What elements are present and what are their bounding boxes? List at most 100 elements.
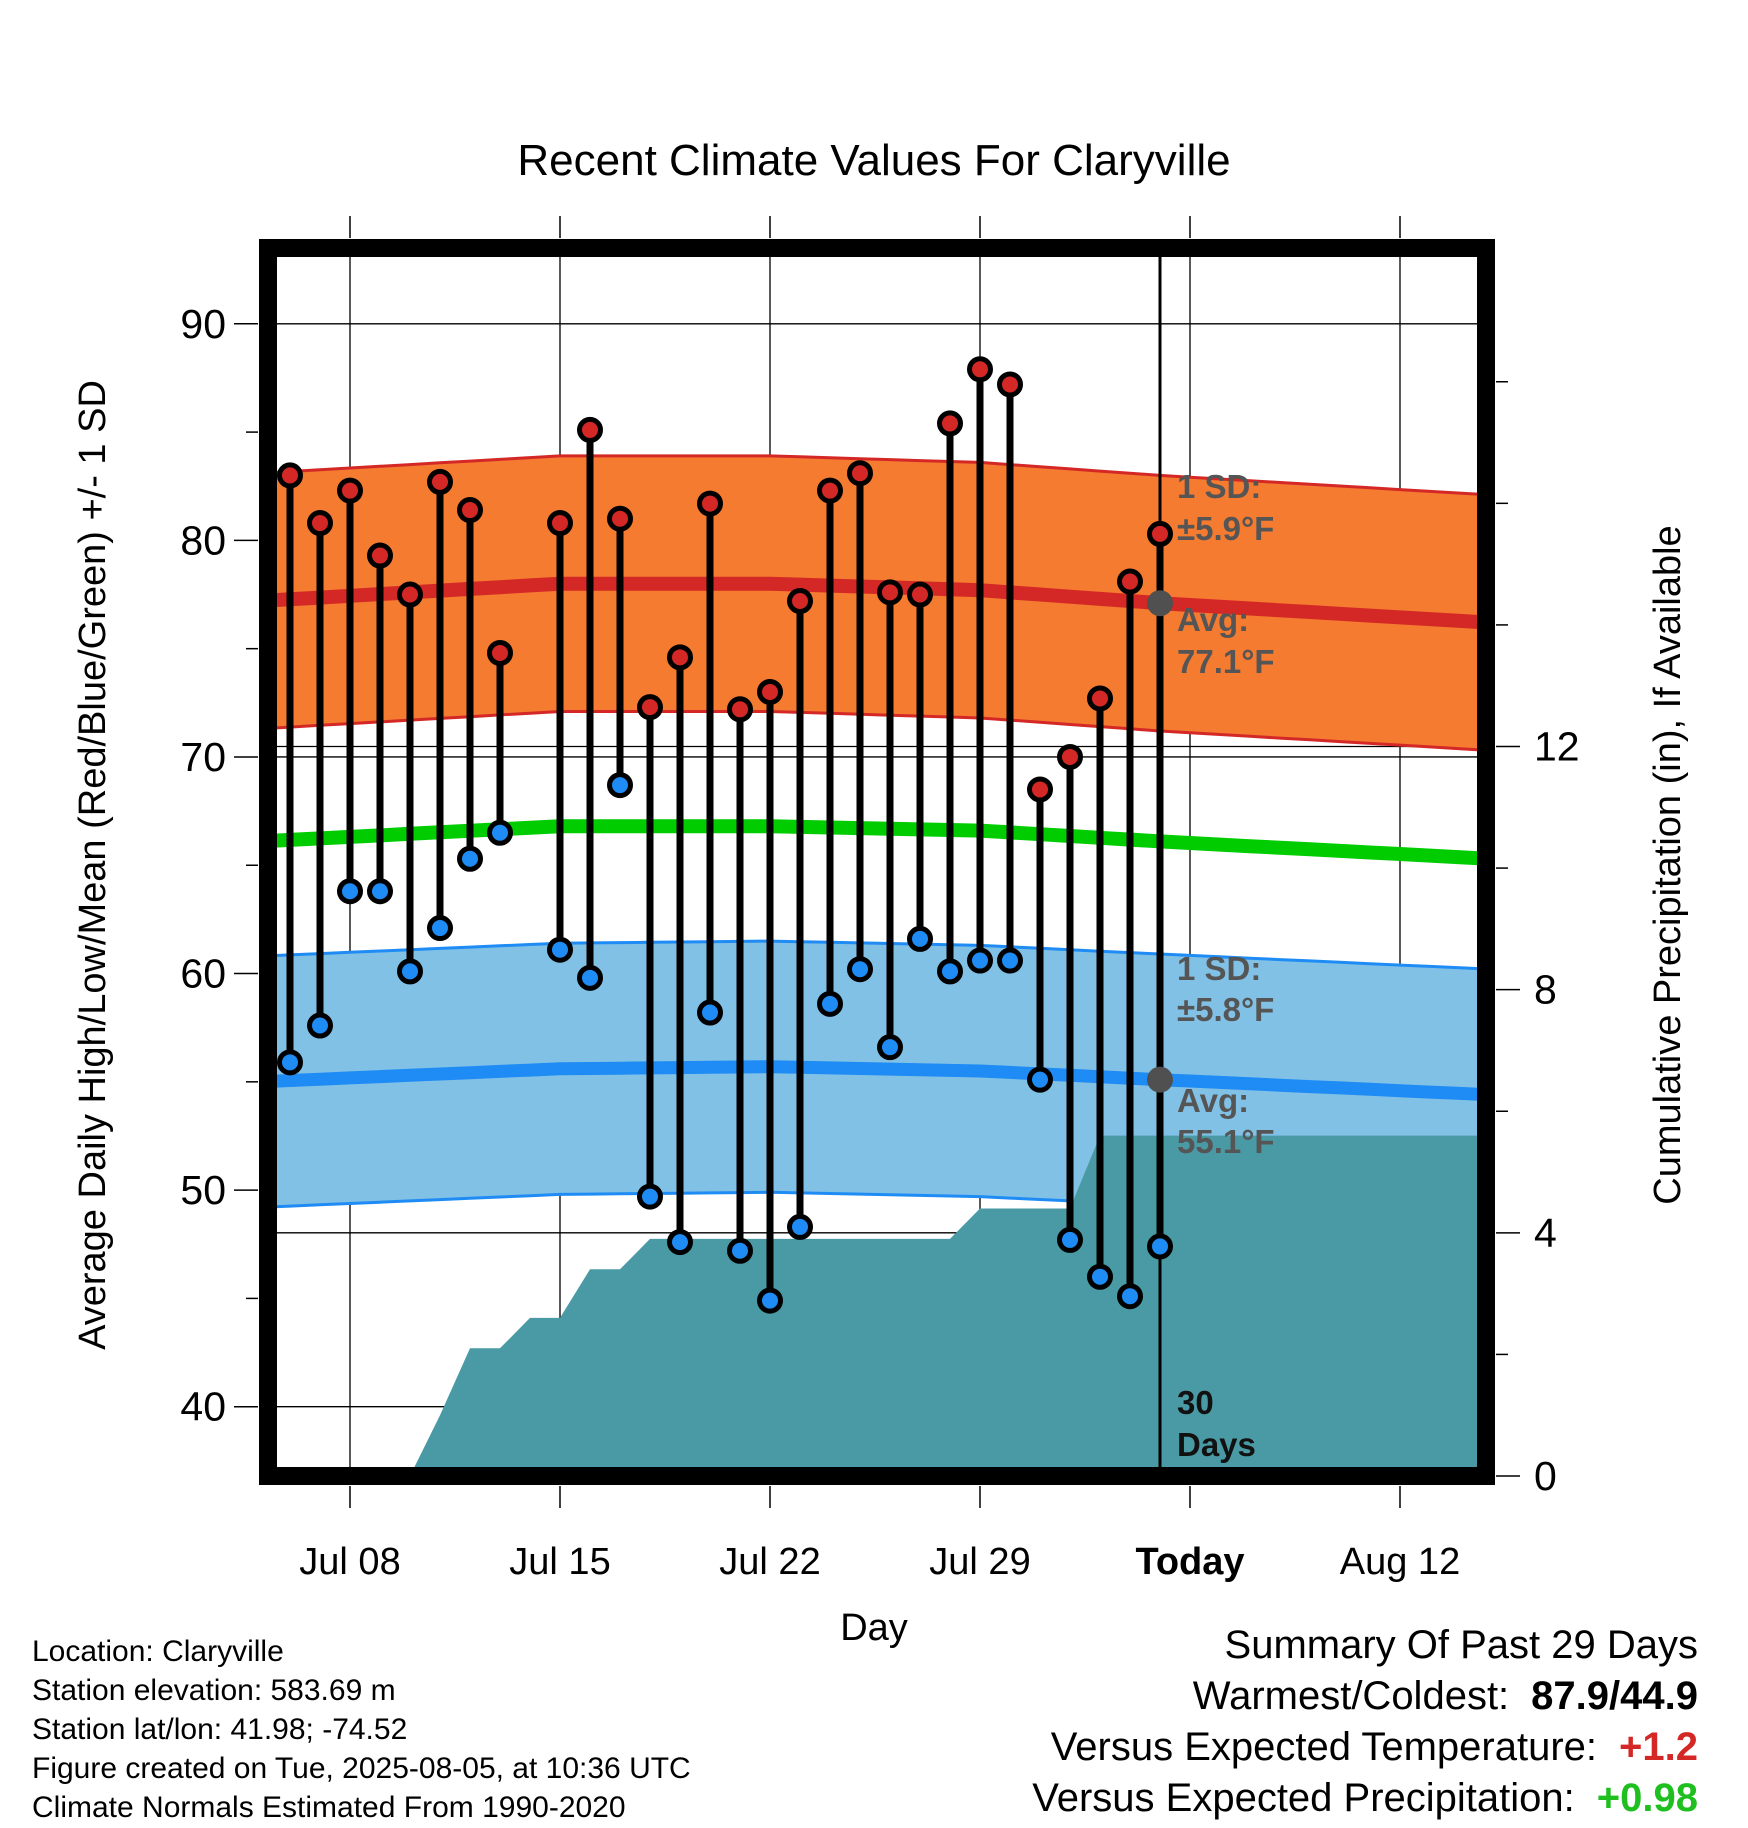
- normal-low-line: [268, 1060, 1486, 1102]
- observed-low-point: [547, 936, 573, 963]
- latlon-text: Station lat/lon: 41.98; -74.52: [32, 1713, 408, 1746]
- observed-high-point: [787, 588, 813, 615]
- observed-high-point: [1027, 776, 1053, 803]
- summary-title: Summary Of Past 29 Days: [1224, 1623, 1698, 1667]
- observed-low-point: [1027, 1066, 1053, 1093]
- y2-tick-label: 4: [1534, 1210, 1557, 1256]
- normal-mean-line: [268, 819, 1486, 866]
- period-unit: Days: [1177, 1426, 1256, 1463]
- high-band-upper-edge: [268, 454, 1486, 497]
- observed-low-point: [337, 878, 363, 905]
- observed-high-point: [307, 510, 333, 537]
- observed-high-point: [637, 694, 663, 721]
- location-text: Location: Claryville: [32, 1635, 284, 1668]
- warm-cold-label: Warmest/Coldest:: [1192, 1674, 1510, 1718]
- x-tick-label: Jul 29: [929, 1541, 1030, 1583]
- high-sd-band: [268, 455, 1486, 751]
- low-avg-label: Avg:: [1177, 1082, 1249, 1119]
- created-text: Figure created on Tue, 2025-08-05, at 10…: [32, 1752, 691, 1785]
- observed-low-point: [367, 878, 393, 905]
- low-sd-value: ±5.8°F: [1177, 991, 1274, 1028]
- precip-row: Versus Expected Precipitation: +0.98: [1032, 1773, 1698, 1824]
- y-tick-label: 90: [180, 301, 226, 347]
- y-axis-label: Average Daily High/Low/Mean (Red/Blue/Gr…: [72, 380, 114, 1350]
- low-avg-value: 55.1°F: [1177, 1123, 1275, 1160]
- observed-high-point: [1057, 743, 1083, 770]
- observed-low-point: [487, 819, 513, 846]
- axes: 40 50 60 70 80 90 0 4 8 12 Jul 08 Jul 15 Jul 22 Jul 2…: [180, 216, 1580, 1583]
- observed-low-point: [847, 956, 873, 983]
- observed-low-point: [787, 1213, 813, 1240]
- climate-bands: [268, 454, 1486, 1222]
- temp-label: Versus Expected Temperature:: [1050, 1725, 1598, 1769]
- observed-low-point: [757, 1287, 783, 1314]
- observed-low-point: [937, 958, 963, 985]
- low-band-upper-edge: [268, 939, 1486, 971]
- high-sd-label: 1 SD:: [1177, 468, 1261, 505]
- x-tick-label: Aug 12: [1340, 1541, 1460, 1583]
- plot-frame: [259, 239, 1495, 1485]
- y-tick-label: 80: [180, 517, 226, 563]
- observed-high-point: [1087, 685, 1113, 712]
- high-sd-value: ±5.9°F: [1177, 510, 1274, 547]
- today-high-avg-marker: [1147, 590, 1173, 617]
- y2-tick-label: 12: [1534, 723, 1580, 769]
- warm-cold-value: 87.9/44.9: [1531, 1674, 1698, 1718]
- observed-low-point: [307, 1012, 333, 1039]
- observed-high-point: [547, 510, 573, 537]
- observed-low-point: [667, 1229, 693, 1256]
- observed-high-point: [967, 356, 993, 383]
- observed-high-point: [1147, 520, 1173, 547]
- observed-high-point: [727, 696, 753, 723]
- precip-label: Versus Expected Precipitation:: [1032, 1776, 1575, 1820]
- summary-panel: Summary Of Past 29 Days Warmest/Coldest:…: [1032, 1620, 1698, 1824]
- observed-high-point: [907, 581, 933, 608]
- precip-value: +0.98: [1596, 1776, 1698, 1820]
- observed-high-point: [877, 579, 903, 606]
- x-tick-label: Jul 08: [299, 1541, 400, 1583]
- observed-low-point: [1147, 1233, 1173, 1260]
- observed-low-point: [1087, 1263, 1113, 1290]
- observed-high-point: [1117, 568, 1143, 595]
- warm-cold-row: Warmest/Coldest: 87.9/44.9: [1032, 1671, 1698, 1722]
- observed-high-point: [367, 542, 393, 569]
- observed-low-point: [1057, 1226, 1083, 1253]
- chart-title: Recent Climate Values For Claryville: [517, 136, 1230, 185]
- observed-low-point: [1117, 1283, 1143, 1310]
- observed-low-point: [967, 947, 993, 974]
- observed-high-point: [607, 505, 633, 532]
- y-tick-label: 60: [180, 951, 226, 997]
- observed-high-point: [577, 416, 603, 443]
- x-tick-label: Today: [1135, 1541, 1244, 1583]
- observed-high-point: [757, 678, 783, 705]
- observed-high-point: [337, 477, 363, 504]
- observed-high-point: [277, 462, 303, 489]
- temp-value: +1.2: [1619, 1725, 1698, 1769]
- low-sd-label: 1 SD:: [1177, 950, 1261, 987]
- observed-high-point: [397, 581, 423, 608]
- observed-high-point: [937, 410, 963, 437]
- observed-low-point: [397, 958, 423, 985]
- high-avg-label: Avg:: [1177, 601, 1249, 638]
- x-axis-label: Day: [840, 1607, 908, 1649]
- y-tick-label: 40: [180, 1384, 226, 1430]
- x-tick-label: Jul 15: [509, 1541, 610, 1583]
- observed-low-point: [997, 947, 1023, 974]
- period-number: 30: [1177, 1384, 1214, 1421]
- today-low-avg-marker: [1147, 1066, 1173, 1093]
- observed-high-point: [697, 490, 723, 517]
- observed-low-point: [637, 1183, 663, 1210]
- y2-tick-label: 0: [1534, 1453, 1557, 1499]
- observed-low-point: [817, 990, 843, 1017]
- observed-high-point: [457, 497, 483, 524]
- temp-row: Versus Expected Temperature: +1.2: [1032, 1722, 1698, 1773]
- normals-text: Climate Normals Estimated From 1990-2020: [32, 1791, 626, 1824]
- observed-low-point: [427, 915, 453, 942]
- observed-high-point: [847, 460, 873, 487]
- y2-axis-label: Cumulative Precipitation (in), If Availa…: [1647, 525, 1689, 1204]
- normal-high-line: [268, 576, 1486, 630]
- observed-low-point: [577, 964, 603, 991]
- observed-low-point: [877, 1034, 903, 1061]
- high-avg-value: 77.1°F: [1177, 643, 1275, 680]
